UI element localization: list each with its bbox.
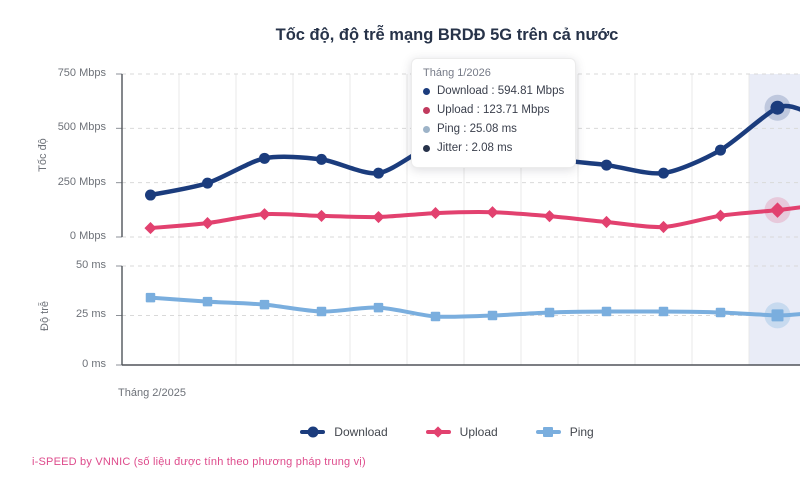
- ytick-50ms: 50 ms: [76, 259, 106, 271]
- upload-point-0[interactable]: [144, 222, 157, 235]
- upload-point-8[interactable]: [600, 215, 613, 229]
- ping-bullet-icon: [423, 126, 430, 133]
- ping-series-line: [148, 295, 800, 319]
- download-legend-icon: [300, 426, 326, 438]
- legend-item-upload[interactable]: Upload: [425, 425, 498, 439]
- ping-point-0[interactable]: [145, 292, 156, 303]
- download-point-0[interactable]: [145, 189, 156, 201]
- download-point-9[interactable]: [658, 167, 669, 179]
- download-point-3[interactable]: [316, 153, 327, 165]
- ping-point-3[interactable]: [316, 306, 327, 317]
- legend-label: Ping: [569, 425, 594, 439]
- download-point-2[interactable]: [259, 152, 270, 164]
- source-attribution: i-SPEED by VNNIC (số liệu được tính theo…: [32, 456, 366, 468]
- page-title: Tốc độ, độ trễ mạng BRDĐ 5G trên cả nước: [275, 26, 619, 44]
- ping-legend-icon: [535, 427, 561, 437]
- ping-point-6[interactable]: [487, 310, 498, 321]
- chart-tooltip: Tháng 1/2026 Download : 594.81 Mbps Uplo…: [411, 58, 577, 168]
- tooltip-item-download: Download : 594.81 Mbps: [423, 82, 564, 101]
- legend-label: Upload: [459, 425, 498, 439]
- legend-item-download[interactable]: Download: [300, 425, 388, 439]
- speed-axis-name: Tốc độ: [37, 138, 49, 172]
- ytick-0ms: 0 ms: [82, 358, 106, 370]
- ytick-250mbps: 250 Mbps: [57, 176, 106, 188]
- legend-item-ping[interactable]: Ping: [535, 425, 594, 439]
- download-point-1[interactable]: [202, 177, 213, 189]
- tooltip-item-jitter: Jitter : 2.08 ms: [423, 139, 564, 158]
- ping-point-4[interactable]: [373, 302, 384, 313]
- ping-point-7[interactable]: [544, 307, 555, 318]
- ping-point-5[interactable]: [430, 311, 441, 322]
- tooltip-item-text: Upload : 123.71 Mbps: [437, 104, 550, 116]
- upload-point-2[interactable]: [258, 208, 271, 221]
- upload-series-line: [148, 205, 800, 231]
- tooltip-item-upload: Upload : 123.71 Mbps: [423, 101, 564, 120]
- tooltip-item-text: Ping : 25.08 ms: [437, 123, 517, 135]
- upload-point-5[interactable]: [429, 207, 442, 220]
- upload-point-9[interactable]: [657, 220, 670, 234]
- ping-point-8[interactable]: [601, 306, 612, 317]
- download-bullet-icon: [423, 88, 430, 95]
- tooltip-item-ping: Ping : 25.08 ms: [423, 120, 564, 139]
- ping-point-2[interactable]: [259, 299, 270, 310]
- ping-point-1[interactable]: [202, 296, 213, 307]
- tooltip-item-text: Jitter : 2.08 ms: [437, 142, 513, 154]
- jitter-bullet-icon: [423, 145, 430, 152]
- tooltip-title: Tháng 1/2026: [423, 67, 491, 79]
- ytick-750mbps: 750 Mbps: [57, 67, 106, 79]
- ping-point-9[interactable]: [658, 306, 669, 317]
- download-point-4[interactable]: [373, 167, 384, 179]
- download-point-8[interactable]: [601, 159, 612, 171]
- upload-point-6[interactable]: [486, 206, 499, 219]
- upload-legend-icon: [425, 426, 451, 438]
- ytick-0mbps: 0 Mbps: [69, 230, 106, 242]
- xtick-first-month: Tháng 2/2025: [118, 387, 186, 399]
- tooltip-item-text: Download : 594.81 Mbps: [437, 85, 565, 97]
- chart-legend: Download Upload Ping: [94, 425, 800, 439]
- latency-axis-name: Độ trễ: [39, 301, 51, 331]
- upload-bullet-icon: [423, 107, 430, 114]
- download-point-11[interactable]: [770, 100, 785, 115]
- ping-point-10[interactable]: [715, 307, 726, 318]
- upload-point-1[interactable]: [201, 217, 214, 230]
- upload-point-7[interactable]: [543, 210, 556, 223]
- ytick-500mbps: 500 Mbps: [57, 121, 106, 133]
- ytick-25ms: 25 ms: [76, 308, 106, 320]
- upload-point-10[interactable]: [714, 209, 727, 222]
- upload-point-4[interactable]: [372, 210, 385, 224]
- download-point-10[interactable]: [715, 144, 726, 156]
- ping-point-11[interactable]: [771, 309, 784, 322]
- upload-point-3[interactable]: [315, 209, 328, 222]
- legend-label: Download: [334, 425, 388, 439]
